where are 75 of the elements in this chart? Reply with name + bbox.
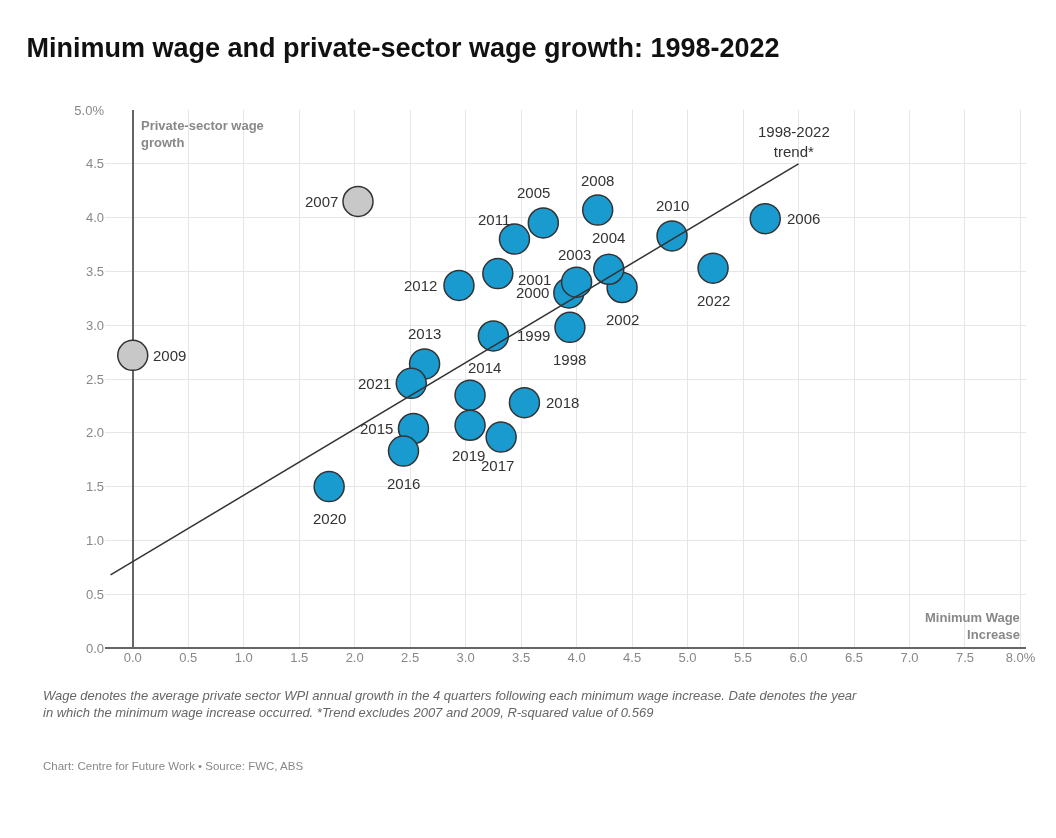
y-tick-label: 3.5: [85, 263, 104, 279]
annotation: 2012: [404, 277, 438, 294]
annotation: 2004: [592, 229, 626, 246]
annotation: 1998: [553, 351, 587, 368]
x-tick-label: 7.5: [955, 650, 975, 665]
point: [443, 269, 475, 302]
x-tick-label: 1.5: [290, 650, 309, 665]
point: [342, 185, 374, 218]
x-tick-label: 3.5: [512, 650, 531, 665]
point: [482, 257, 514, 290]
x-tick-label: 0.5: [179, 650, 198, 665]
point: [581, 194, 614, 226]
point: [117, 339, 149, 372]
point: [387, 435, 420, 467]
y-tick-label: 4.0: [85, 210, 104, 226]
point: [313, 470, 345, 503]
text: Chart: Centre for Future Work • Source: FWC, ABS: [43, 760, 304, 772]
chart-title: Minimum wage and private-sector wage growth: 1998-2022: [26, 32, 780, 63]
x-tick-label: 6.0: [789, 650, 808, 665]
x-tick-label: 6.5: [844, 650, 864, 665]
point: [395, 367, 428, 400]
annotation: 2016: [387, 475, 421, 492]
point: [697, 252, 729, 284]
x-tick-label: 1.0: [234, 650, 253, 665]
annotation: 2007: [305, 193, 339, 210]
x-tick-label: 5.5: [734, 650, 753, 665]
x-tick-label: 2.5: [401, 650, 420, 665]
x-tick-label: 8.0%: [1005, 650, 1036, 665]
y-axis-title: Private-sector wage growth: [141, 118, 264, 150]
y-tick-label: 1.5: [85, 479, 104, 495]
annotation: 2020: [313, 510, 347, 527]
y-tick-label: 3.0: [85, 317, 104, 333]
annotation: 2018: [546, 394, 580, 411]
annotation: 2010: [656, 197, 690, 214]
point: [454, 379, 486, 411]
point: [527, 207, 560, 239]
point: [593, 253, 625, 285]
annotation: 1998-2022 trend*: [758, 123, 830, 160]
x-tick-label: 7.0: [900, 650, 919, 665]
annotation: 2015: [360, 420, 394, 437]
annotation: 2006: [787, 210, 821, 227]
point: [498, 223, 531, 255]
annotation: 2005: [517, 184, 551, 201]
x-tick-label: 3.0: [456, 650, 475, 665]
text: Wage denotes the average private sector WPI annual growth in the 4 quarters following each minimum wage increase. Date denotes the year in which the minimum wage increase occurred. *Trend excludes 2007 and 2009, R-squared value of 0.569: [43, 688, 858, 720]
y-tick-label: 5.0%: [74, 102, 105, 118]
point: [454, 409, 486, 442]
y-tick-label: 2.5: [85, 371, 104, 387]
annotation: 2013: [408, 325, 442, 342]
point: [554, 311, 586, 344]
annotation: 2003: [558, 246, 592, 263]
annotation: 1999: [517, 327, 551, 344]
annotation: 2002: [606, 311, 640, 328]
x-tick-label: 0.0: [123, 650, 142, 665]
annotation: 2009: [153, 347, 187, 364]
point: [749, 202, 781, 235]
point: [656, 220, 688, 252]
annotation: 2022: [697, 292, 731, 309]
y-tick-label: 1.0: [85, 532, 104, 548]
annotation: 2021: [358, 375, 392, 392]
point: [508, 386, 541, 419]
y-tick-label: 2.0: [85, 425, 104, 441]
annotation: 2014: [468, 359, 502, 376]
point: [560, 266, 593, 298]
annotation: 2008: [581, 172, 615, 189]
annotation: 2011: [478, 211, 511, 228]
x-tick-label: 5.0: [678, 650, 697, 665]
y-tick-label: 0.5: [85, 586, 104, 602]
x-tick-label: 4.0: [567, 650, 586, 665]
x-tick-label: 2.0: [345, 650, 364, 665]
x-tick-label: 4.5: [623, 650, 642, 665]
point: [477, 320, 510, 352]
point: [485, 421, 517, 453]
x-axis-title: Minimum Wage Increase: [925, 610, 1020, 642]
y-tick-label: 4.5: [85, 156, 104, 172]
